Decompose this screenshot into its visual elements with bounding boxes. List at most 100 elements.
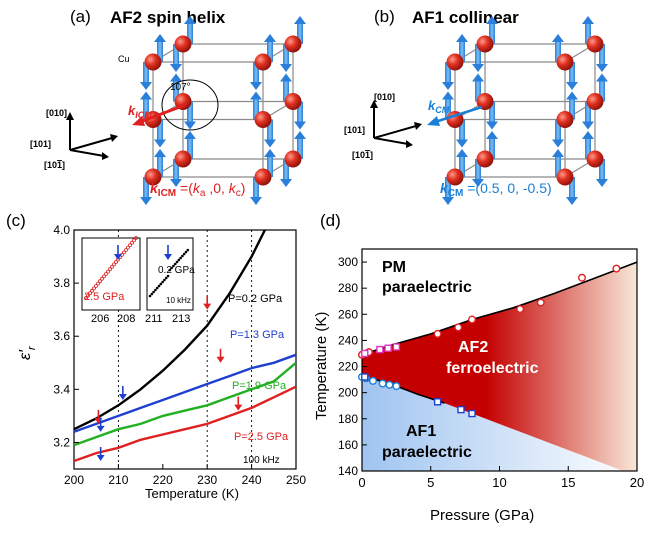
spin-arrow-shaft [187,101,193,122]
spin-arrowhead [582,131,594,139]
transition-arrowhead [216,356,225,363]
spin-arrowhead [552,34,564,42]
inset-1-tick-1: 208 [117,313,135,325]
spin-arrowhead [486,16,498,24]
spin-arrow-shaft [555,42,561,62]
x-tick-label: 240 [242,473,262,487]
spin-arrowhead [582,16,594,24]
inset2-point [179,256,182,260]
spin-arrowhead [472,64,484,72]
spin-arrowhead [264,34,276,42]
spin-arrow-shaft [489,101,495,122]
spin-arrow-shaft [157,119,163,140]
spin-arrow-shaft [267,119,273,140]
spin-arrowhead [280,179,292,187]
inset1-point [104,272,108,276]
spin-arrow-shaft [475,159,481,179]
inset2-point [186,248,190,252]
label-p25: P=2.5 GPa [234,431,289,443]
inset2-point [148,294,152,298]
x-tick-label: 220 [153,473,173,487]
cu-atom [586,93,604,110]
inset2-point [166,274,170,278]
spin-arrowhead [154,149,166,157]
transition-arrowhead [96,455,105,462]
spin-arrow-shaft [569,62,575,82]
spin-arrow-shaft [585,139,591,159]
inset1-point [84,296,88,300]
inset1-point [86,293,90,298]
inset-2-tick-0: 211 [145,313,163,325]
cu-atom [446,168,464,186]
inset1-point [90,288,94,293]
spin-arrow-shaft [283,81,289,102]
inset-1-frame [81,237,141,311]
spin-arrow-shaft [283,159,289,179]
spin-arrowhead [442,82,454,90]
k-icm-label: kICM [128,103,152,120]
inset2-point [168,268,172,272]
label-p02: P=0.2 GPa [228,293,283,305]
helix-ellipse [161,79,219,131]
freq-label-c: 100 kHz [243,455,280,466]
spin-arrowhead [486,121,498,130]
spin-arrow-shaft [555,157,561,177]
k-cm-arrow [434,105,483,124]
spin-arrowhead [170,73,182,82]
spin-arrowhead [456,149,468,157]
spin-arrow-shaft [143,99,149,120]
inset2-point [175,260,179,264]
inset-2-tick-1: 213 [172,313,190,325]
k-icm-equation: kICM =(ka ,0, kc) [150,180,245,199]
data-point-square [376,345,384,354]
spin-arrowhead [184,121,196,130]
y-tick-label: 3.8 [53,276,70,290]
spin-arrow-shaft [173,159,179,179]
spin-arrow-shaft [253,62,259,82]
inset1-point [108,267,112,272]
inset1-point [98,279,102,284]
spin-arrow-shaft [475,81,481,102]
data-point-circle [392,382,401,391]
data-point-square [361,373,369,381]
inset-2-freq: 10 kHz [166,296,191,305]
y-tick-label: 280 [338,281,358,295]
inset2-arrowhead [164,254,172,260]
spin-arrowhead [552,149,564,157]
x-tick-label: 5 [427,475,434,490]
spin-arrowhead [140,82,152,90]
panel-b: (b) AF1 collinear kCM [010] [101] [101] … [344,7,608,205]
cu-atom [254,168,272,186]
series-line-P=1.3 GPa [74,353,296,433]
data-point-square [361,349,369,358]
spin-arrow-shaft [267,157,273,177]
spin-arrowhead [472,179,484,187]
spin-arrowhead [596,179,608,187]
spin-arrowhead [566,197,578,205]
inset2-point [172,264,175,268]
data-point-circle [454,323,463,332]
spin-arrowhead [566,82,578,90]
y-tick-label: 140 [338,464,358,478]
spin-arrowhead [596,64,608,72]
axis-101-b: [101] [344,125,365,135]
spin-arrow-shaft [173,81,179,102]
data-point-circle [468,315,477,324]
inset-1: 2.5 GPa 206 208 [81,236,141,325]
inset2-point [159,282,163,286]
spin-arrow-shaft [459,157,465,177]
angle-label: 107° [170,82,191,93]
spin-arrowhead [596,73,608,82]
x-tick-label: 20 [630,475,644,490]
xlabel-d: Pressure (GPa) [430,507,534,524]
x-tick-label: 200 [64,473,84,487]
spin-arrow-shaft [459,119,465,140]
k-cm-label: kCM [428,98,450,115]
axes-triad-a: [010] [101] [101] [30,108,118,170]
crystal-structure-a [140,16,306,205]
cu-atom [556,168,574,186]
inset1-point [128,243,132,248]
inset2-point [177,258,181,262]
spin-arrow-shaft [569,99,575,120]
axis-10-1bar-a: [101] [44,160,65,170]
